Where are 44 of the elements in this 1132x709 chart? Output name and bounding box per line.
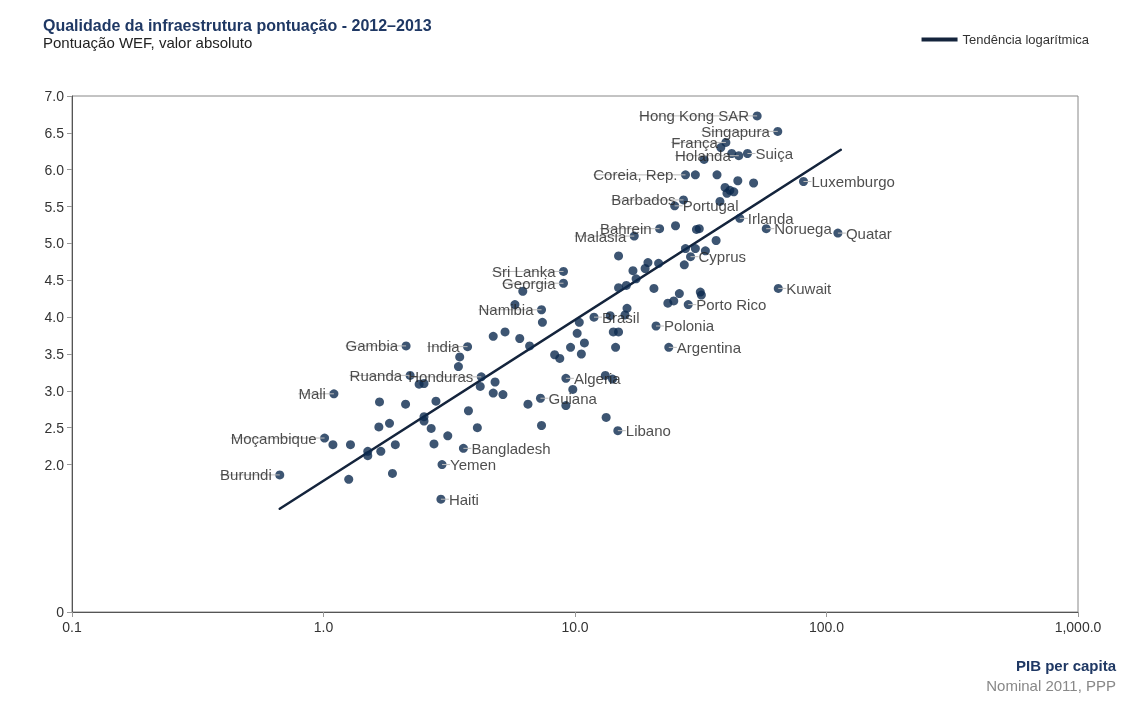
y-tick-label: 5.0 xyxy=(44,235,65,252)
y-tick-label: 6.5 xyxy=(44,124,65,141)
text: Nominal 2011, PPP xyxy=(986,677,1116,694)
annotation: Coreia, Rep. xyxy=(593,166,678,184)
x-tick-label: 10.0 xyxy=(561,619,589,635)
y-tick-label: 4.5 xyxy=(44,272,65,289)
y-tick-label: 2.0 xyxy=(44,456,65,473)
annotation: Argentina xyxy=(676,338,742,356)
y-tick-label: 3.5 xyxy=(44,346,65,362)
annotation: Hong Kong SAR xyxy=(639,107,750,125)
chart-title: Qualidade da infraestrutura pontuação - 2012–2013 xyxy=(43,16,432,34)
annotation: India xyxy=(427,338,461,356)
annotation: Yemen xyxy=(450,456,497,474)
y-tick-label: 0 xyxy=(56,604,65,620)
annotation: Kuwait xyxy=(786,279,833,297)
x-tick-label: 1,000.0 xyxy=(1054,619,1102,635)
x-tick-label: 100.0 xyxy=(808,619,845,635)
annotation: Libano xyxy=(625,422,671,440)
x-axis-title: PIB per capita xyxy=(1015,657,1117,674)
annotation: Suiça xyxy=(755,145,794,162)
annotation: Burundi xyxy=(220,466,272,484)
y-tick-label: 4.0 xyxy=(44,309,65,326)
annotation: Barbados xyxy=(611,191,676,209)
annotation: Polonia xyxy=(664,317,715,335)
annotation: Gambia xyxy=(345,337,399,355)
y-tick-label: 2.5 xyxy=(44,419,65,436)
annotation: Cyprus xyxy=(698,248,747,266)
annotation: Luxemburgo xyxy=(811,173,895,191)
annotation: Ruanda xyxy=(349,366,403,384)
annotation: Quatar xyxy=(845,224,892,242)
legend-label: Tendência logarítmica xyxy=(962,32,1090,47)
y-tick-label: 7.0 xyxy=(44,88,65,104)
annotation: Bangladesh xyxy=(471,439,551,457)
x-tick-label: 0.1 xyxy=(62,619,82,635)
annotation: Mali xyxy=(298,385,326,403)
x-tick-label: 1.0 xyxy=(313,619,334,635)
y-tick-label: 6.0 xyxy=(44,161,65,178)
chart-subtitle: Pontuação WEF, valor absoluto xyxy=(43,34,253,51)
annotation: Porto Rico xyxy=(696,296,767,314)
annotation: Moçambique xyxy=(230,429,317,447)
annotation: Guiana xyxy=(548,389,598,407)
annotation: Haiti xyxy=(448,490,479,508)
y-tick-label: 3.0 xyxy=(44,382,65,399)
y-tick-label: 5.5 xyxy=(44,198,65,215)
